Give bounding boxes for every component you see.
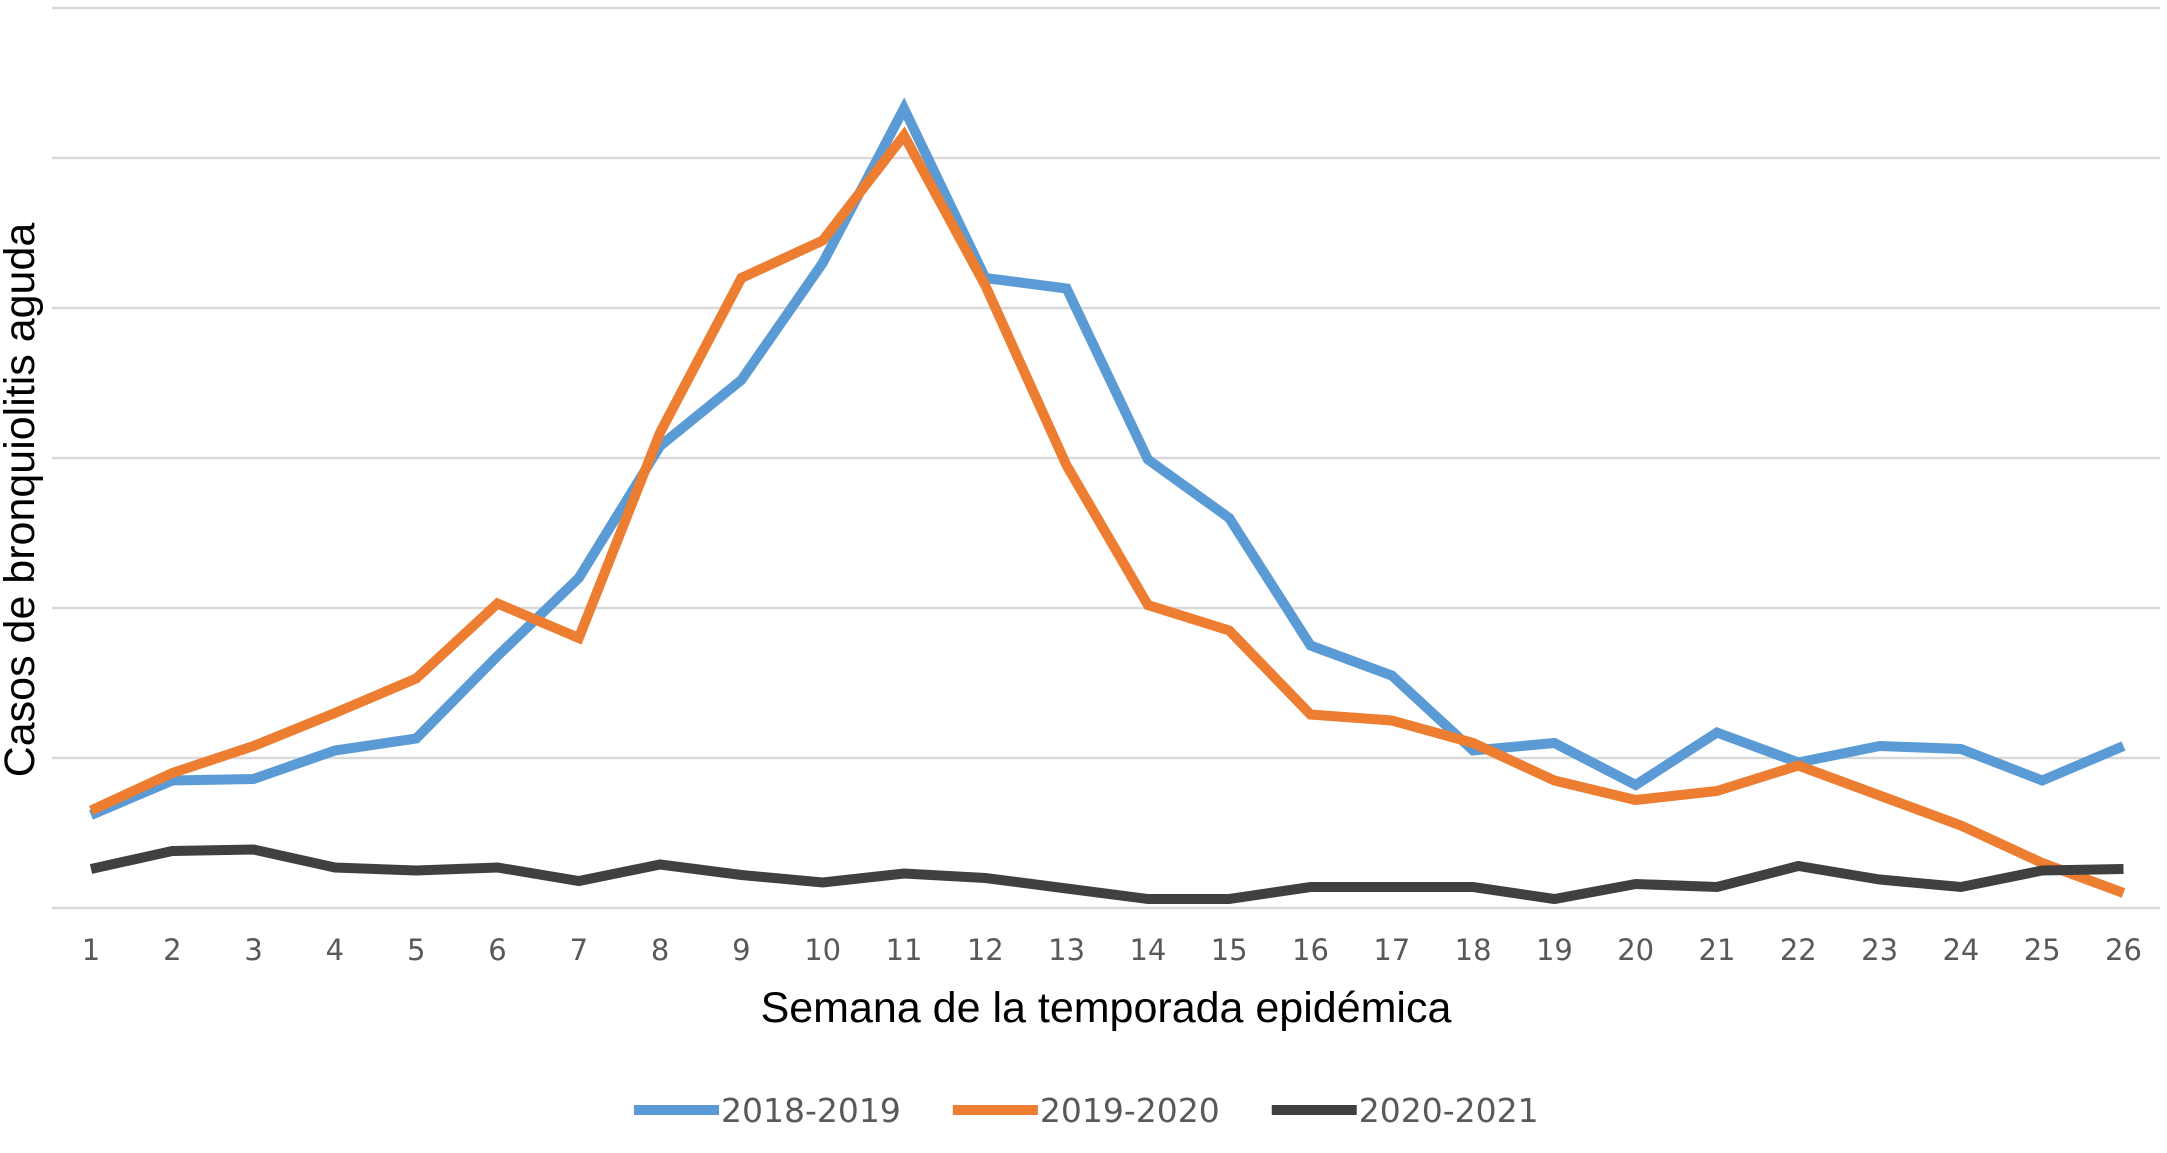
- series-line-2019-2020: [88, 126, 2126, 898]
- x-tick-label: 14: [1129, 933, 1166, 967]
- x-tick-label: 8: [651, 933, 669, 967]
- x-tick-label: 5: [407, 933, 425, 967]
- x-tick-label: 6: [488, 933, 506, 967]
- x-tick-label: 19: [1536, 933, 1573, 967]
- series-line-2020-2021: [89, 844, 2124, 905]
- x-tick-label: 18: [1455, 933, 1492, 967]
- x-tick-label: 24: [1942, 933, 1979, 967]
- x-tick-label: 26: [2105, 933, 2142, 967]
- x-tick-label: 23: [1861, 933, 1898, 967]
- series-lines: [88, 97, 2126, 905]
- x-tick-label: 12: [967, 933, 1004, 967]
- x-tick-label: 20: [1617, 933, 1654, 967]
- x-tick-label: 22: [1780, 933, 1817, 967]
- x-tick-label: 16: [1292, 933, 1329, 967]
- x-tick-label: 15: [1211, 933, 1248, 967]
- x-tick-label: 7: [570, 933, 588, 967]
- x-tick-label: 9: [732, 933, 750, 967]
- x-tick-label: 17: [1373, 933, 1410, 967]
- x-tick-label: 21: [1699, 933, 1736, 967]
- x-tick-label: 4: [326, 933, 344, 967]
- x-axis-title: Semana de la temporada epidémica: [761, 984, 1452, 1032]
- x-tick-label: 11: [886, 933, 923, 967]
- legend-label: 2018-2019: [721, 1091, 901, 1130]
- x-tick-label: 2: [163, 933, 181, 967]
- x-tick-label: 3: [244, 933, 262, 967]
- x-tick-label: 10: [804, 933, 841, 967]
- gridlines: [52, 6, 2160, 910]
- x-tick-labels: 1 2 3 4 5 6 7 8 9 10 11 12 13 14 15 16 17 18 19 20 21 22 23 24 2…: [82, 933, 2142, 967]
- y-axis-title: Casos de bronquiolitis aguda: [0, 223, 44, 778]
- legend: 2018-2019 2019-2020 2020-2021: [634, 1091, 1539, 1130]
- legend-label: 2019-2020: [1040, 1091, 1220, 1130]
- series-line-2018-2019: [89, 97, 2126, 820]
- x-tick-label: 13: [1048, 933, 1085, 967]
- x-tick-label: 25: [2024, 933, 2061, 967]
- x-tick-label: 1: [82, 933, 100, 967]
- legend-label: 2020-2021: [1359, 1091, 1539, 1130]
